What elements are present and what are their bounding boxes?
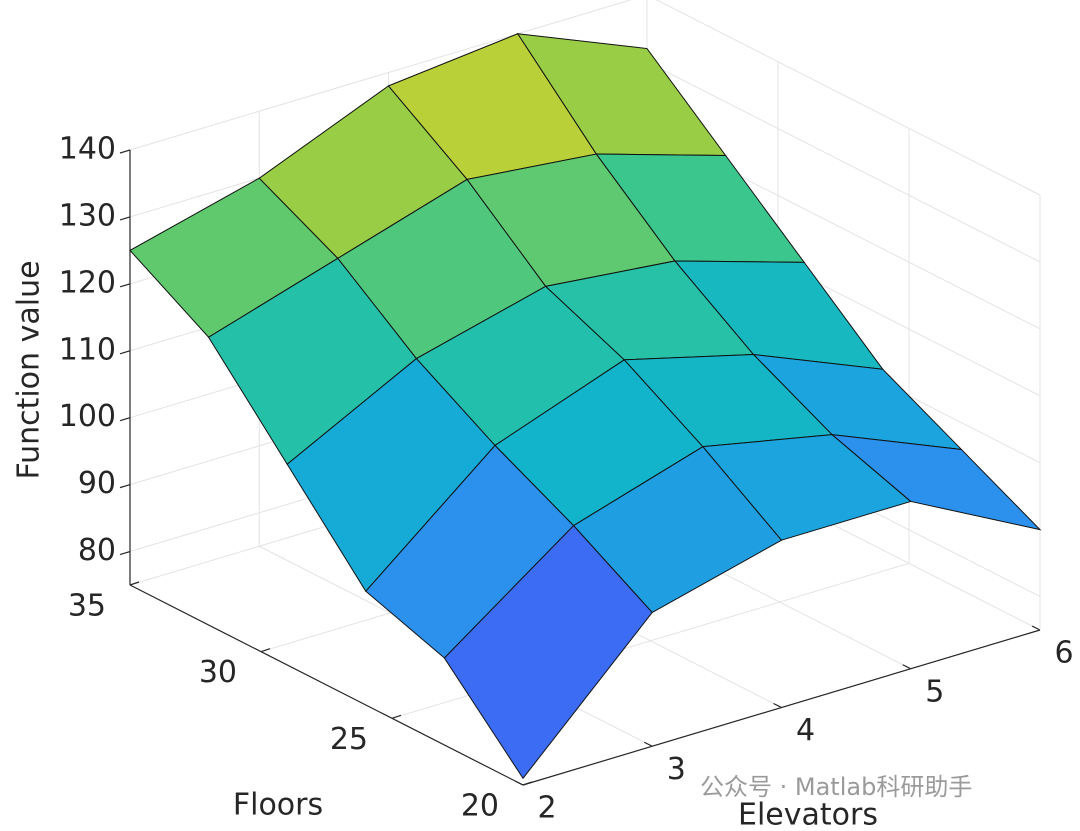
z-tick	[119, 216, 131, 221]
z-tick-label: 80	[78, 533, 116, 568]
z-tick-label: 140	[59, 132, 116, 167]
grid-line	[655, 0, 1041, 196]
z-tick-label: 110	[59, 332, 116, 367]
z-tick	[119, 550, 131, 556]
x-tick-label: 5	[925, 674, 944, 709]
y-tick	[391, 714, 402, 719]
y-axis-label: Floors	[233, 788, 323, 823]
z-tick-label: 120	[59, 265, 116, 300]
watermark: 公众号 · Matlab科研助手	[700, 773, 972, 801]
x-tick-label: 4	[796, 713, 815, 748]
x-tick	[1031, 625, 1041, 631]
y-tick-label: 25	[330, 722, 368, 757]
y-tick-label: 30	[199, 655, 237, 690]
x-axis	[522, 629, 1041, 786]
surface-patch	[830, 433, 1042, 531]
x-tick-label: 6	[1054, 636, 1073, 671]
grid-line	[646, 61, 1041, 263]
x-axis-label: Elevators	[738, 798, 878, 831]
z-tick	[119, 149, 131, 154]
z-tick	[119, 350, 131, 355]
y-tick	[260, 648, 271, 653]
x-tick	[773, 702, 782, 709]
z-tick-label: 90	[78, 466, 116, 501]
x-tick-label: 2	[537, 791, 556, 826]
x-tick	[643, 741, 653, 747]
plot: 80 90 100 110 120 130 140 2 3 4 5 6 20 25 30 35	[59, 0, 1074, 826]
z-axis-label: Function value	[12, 260, 47, 479]
z-tick-label: 100	[59, 399, 116, 434]
y-tick-label: 20	[461, 789, 499, 824]
y-tick	[129, 581, 140, 586]
y-axis	[129, 584, 524, 786]
z-tick	[119, 283, 131, 288]
z-tick	[119, 484, 131, 489]
x-tick-label: 3	[667, 752, 686, 787]
x-tick	[902, 664, 912, 670]
z-tick	[119, 417, 131, 422]
z-tick-label: 130	[59, 198, 116, 233]
y-tick-label: 35	[68, 589, 106, 624]
